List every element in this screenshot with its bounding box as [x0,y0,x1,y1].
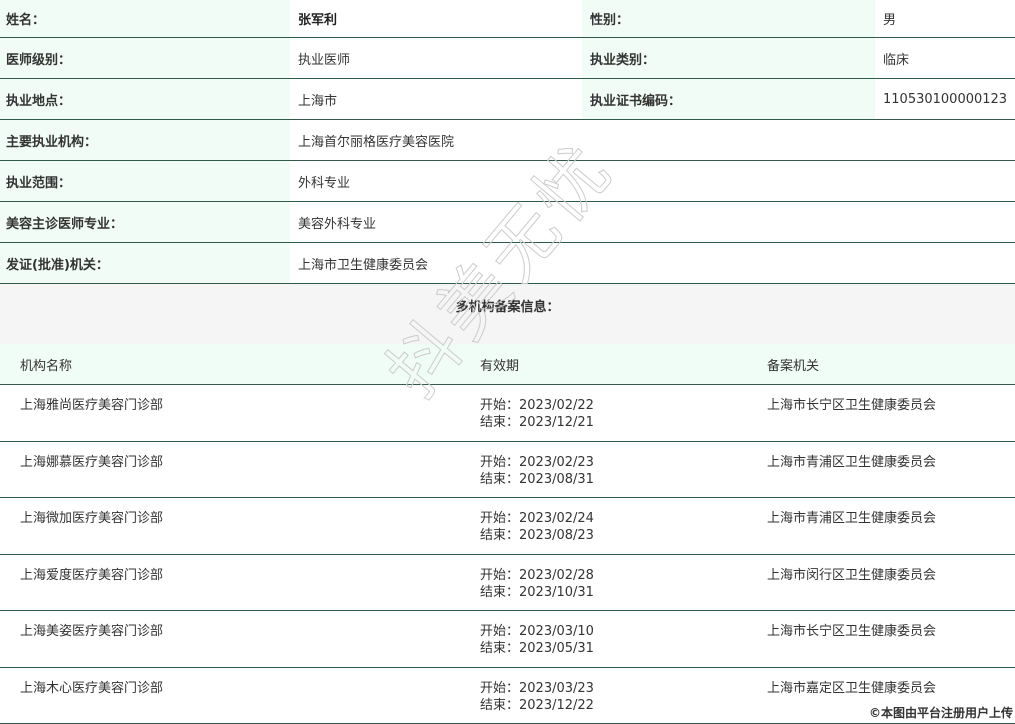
value-specialty: 美容外科专业 [290,202,1015,242]
label-level: 医师级别： [0,38,290,78]
label-issuer: 发证(批准)机关： [0,243,290,283]
start-date: 开始：2023/02/24 [480,510,767,527]
label-location: 执业地点： [0,79,290,119]
start-date: 开始：2023/03/10 [480,623,767,640]
institution-name: 上海雅尚医疗美容门诊部 [0,385,480,441]
end-date: 结束：2023/12/22 [480,697,767,714]
value-gender: 男 [875,0,1015,37]
header-authority: 备案机关 [767,355,1015,374]
institution-name: 上海木心医疗美容门诊部 [0,668,480,724]
header-validity: 有效期 [480,355,767,374]
value-scope: 外科专业 [290,161,1015,201]
info-row-institution: 主要执业机构： 上海首尔丽格医疗美容医院 [0,120,1015,161]
footer-notice: ©本图由平台注册用户上传 [869,704,1013,721]
value-category: 临床 [875,38,1015,78]
value-location: 上海市 [290,79,582,119]
filing-authority: 上海市闵行区卫生健康委员会 [767,555,1015,611]
filing-authority: 上海市长宁区卫生健康委员会 [767,385,1015,441]
institution-name: 上海美姿医疗美容门诊部 [0,611,480,667]
start-date: 开始：2023/03/23 [480,680,767,697]
end-date: 结束：2023/08/31 [480,471,767,488]
label-category: 执业类别： [582,38,875,78]
info-row-specialty: 美容主诊医师专业： 美容外科专业 [0,202,1015,243]
end-date: 结束：2023/08/23 [480,527,767,544]
end-date: 结束：2023/05/31 [480,640,767,657]
institution-name: 上海娜慕医疗美容门诊部 [0,442,480,498]
value-level: 执业医师 [290,38,582,78]
label-cert-number: 执业证书编码： [582,79,875,119]
value-name: 张军利 [290,0,582,37]
end-date: 结束：2023/12/21 [480,414,767,431]
info-row-location: 执业地点： 上海市 执业证书编码： 110530100000123 [0,79,1015,120]
institution-name: 上海微加医疗美容门诊部 [0,498,480,554]
filing-authority: 上海市青浦区卫生健康委员会 [767,498,1015,554]
header-institution: 机构名称 [0,355,480,374]
label-scope: 执业范围： [0,161,290,201]
end-date: 结束：2023/10/31 [480,584,767,601]
info-row-scope: 执业范围： 外科专业 [0,161,1015,202]
filing-table-header: 机构名称 有效期 备案机关 [0,344,1015,385]
filing-authority: 上海市长宁区卫生健康委员会 [767,611,1015,667]
start-date: 开始：2023/02/28 [480,567,767,584]
label-institution: 主要执业机构： [0,120,290,160]
label-specialty: 美容主诊医师专业： [0,202,290,242]
doctor-info-table: 姓名： 张军利 性别： 男 医师级别： 执业医师 执业类别： 临床 执业地点： … [0,0,1015,284]
institution-name: 上海爱度医疗美容门诊部 [0,555,480,611]
info-row-name: 姓名： 张军利 性别： 男 [0,0,1015,38]
filing-section-title: 多机构备案信息： [0,284,1015,344]
value-issuer: 上海市卫生健康委员会 [290,243,1015,283]
start-date: 开始：2023/02/23 [480,454,767,471]
start-date: 开始：2023/02/22 [480,397,767,414]
filing-authority: 上海市青浦区卫生健康委员会 [767,442,1015,498]
label-gender: 性别： [582,0,875,37]
info-row-issuer: 发证(批准)机关： 上海市卫生健康委员会 [0,243,1015,284]
value-institution: 上海首尔丽格医疗美容医院 [290,120,1015,160]
info-row-level: 医师级别： 执业医师 执业类别： 临床 [0,38,1015,79]
value-cert-number: 110530100000123 [875,79,1015,119]
label-name: 姓名： [0,0,290,37]
